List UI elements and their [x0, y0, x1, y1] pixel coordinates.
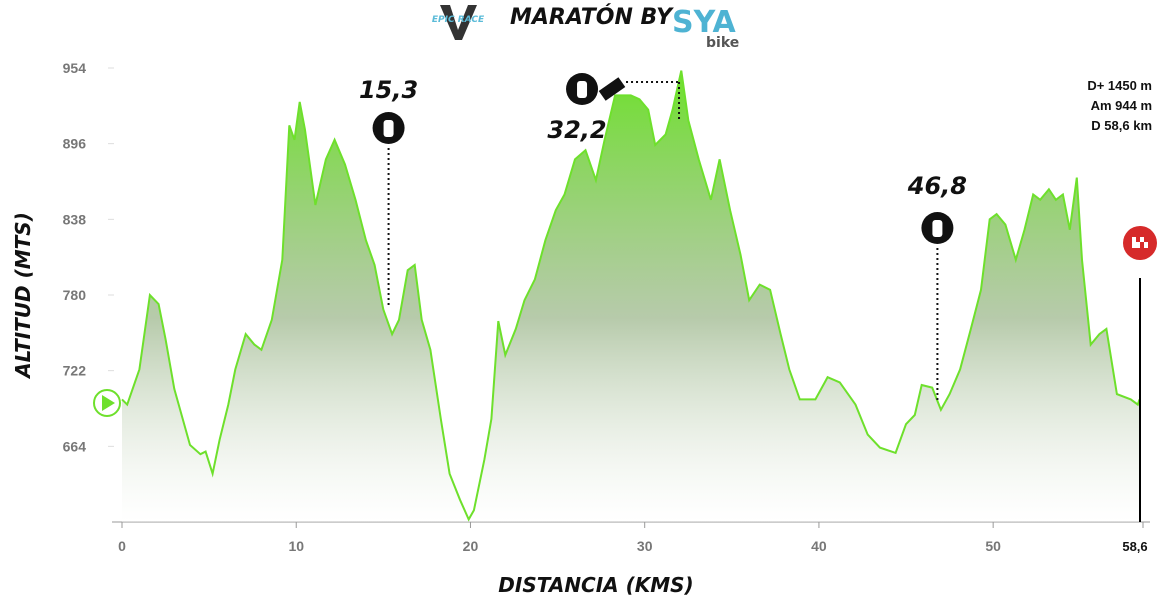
x-tick-label: 58,6	[1122, 539, 1147, 554]
aid-icon-bottle	[932, 220, 943, 237]
x-tick-label: 10	[288, 538, 304, 554]
y-tick-label: 664	[63, 438, 87, 454]
stat: Am 944 m	[1091, 98, 1152, 113]
x-tick-label: 30	[637, 538, 653, 554]
aid-icon-bottle	[383, 120, 394, 137]
brand: SYA	[672, 5, 736, 40]
x-axis-label: DISTANCIA (KMS)	[498, 573, 693, 597]
y-tick-label: 954	[63, 60, 87, 76]
brand-sub: bike	[706, 35, 739, 51]
area	[122, 70, 1140, 522]
aid-label: 46,8	[907, 172, 967, 200]
aid-label: 15,3	[359, 76, 418, 104]
x-tick-label: 20	[463, 538, 479, 554]
food-icon	[598, 77, 626, 101]
stat: D+ 1450 m	[1087, 78, 1152, 93]
aid-icon-bottle	[577, 81, 588, 98]
y-tick-label: 722	[63, 363, 87, 379]
y-axis-label: ALTITUD (MTS)	[11, 212, 35, 380]
logo-shape	[440, 5, 477, 40]
stat: D 58,6 km	[1091, 118, 1152, 133]
x-tick-label: 0	[118, 538, 126, 554]
chart-title: MARATÓN BY	[510, 4, 674, 30]
profile-line	[121, 70, 1141, 522]
y-tick-label: 780	[63, 287, 87, 303]
y-tick-label: 896	[63, 136, 87, 152]
aid-label: 32,2	[547, 116, 606, 144]
logo: EPIC RACE	[432, 15, 485, 25]
start-icon-arrow	[102, 395, 115, 411]
y-tick-label: 838	[63, 211, 87, 227]
x-tick-label: 50	[985, 538, 1001, 554]
x-tick-label: 40	[811, 538, 827, 554]
